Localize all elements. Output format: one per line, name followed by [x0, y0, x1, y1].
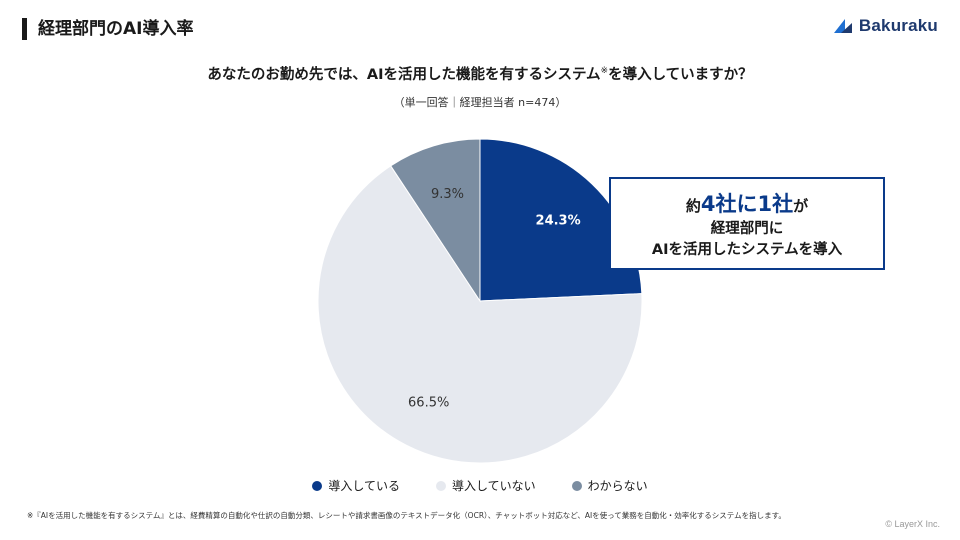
bakuraku-logo-icon [833, 19, 852, 33]
callout-line-3: AIを活用したシステムを導入 [651, 242, 843, 258]
legend-item-introduced: 導入している [312, 477, 400, 494]
legend: 導入している 導入していない わからない [0, 477, 960, 494]
pie-label-unknown: 9.3% [431, 187, 464, 202]
legend-label-introduced: 導入している [328, 479, 400, 493]
logo-text: Bakuraku [858, 16, 938, 35]
page-title: 経理部門のAI導入率 [38, 19, 194, 39]
question-text: あなたのお勤め先では、AIを活用した機能を有するシステム [207, 67, 601, 83]
pie-label-introduced: 24.3% [536, 213, 581, 228]
callout-emphasis: 4社に1社 [700, 192, 794, 216]
question-text-end: を導入していますか？ [608, 67, 753, 83]
legend-dot-unknown [571, 480, 582, 491]
legend-dot-not-introduced [435, 480, 446, 491]
survey-question: あなたのお勤め先では、AIを活用した機能を有するシステム※を導入していますか？ [0, 63, 960, 84]
sample-note: （単一回答｜経理担当者 n=474） [393, 96, 567, 109]
callout-prefix: 約 [685, 197, 701, 215]
legend-label-not-introduced: 導入していない [451, 479, 536, 493]
legend-label-unknown: わからない [587, 479, 648, 493]
legend-dot-introduced [312, 480, 323, 491]
callout-line-2: 経理部門に [710, 221, 784, 237]
logo: Bakuraku [832, 16, 938, 36]
footnote: ※『AIを活用した機能を有するシステム』とは、経費精算の自動化や仕訳の自動分類、… [27, 511, 786, 520]
title-accent-bar [22, 18, 27, 40]
legend-item-not-introduced: 導入していない [435, 477, 536, 494]
legend-item-unknown: わからない [571, 477, 648, 494]
callout-suffix: が [793, 197, 809, 215]
copyright: © LayerX Inc. [885, 519, 940, 529]
pie-slice-not-introduced [317, 165, 643, 464]
pie-label-not-introduced: 66.5% [408, 396, 449, 411]
pie-slice-unknown [390, 138, 481, 303]
footnote-mark: ※ [600, 66, 609, 76]
callout-box: 約4社に1社が 経理部門に AIを活用したシステムを導入 [609, 177, 885, 270]
callout-line-1: 約4社に1社が [611, 191, 883, 219]
